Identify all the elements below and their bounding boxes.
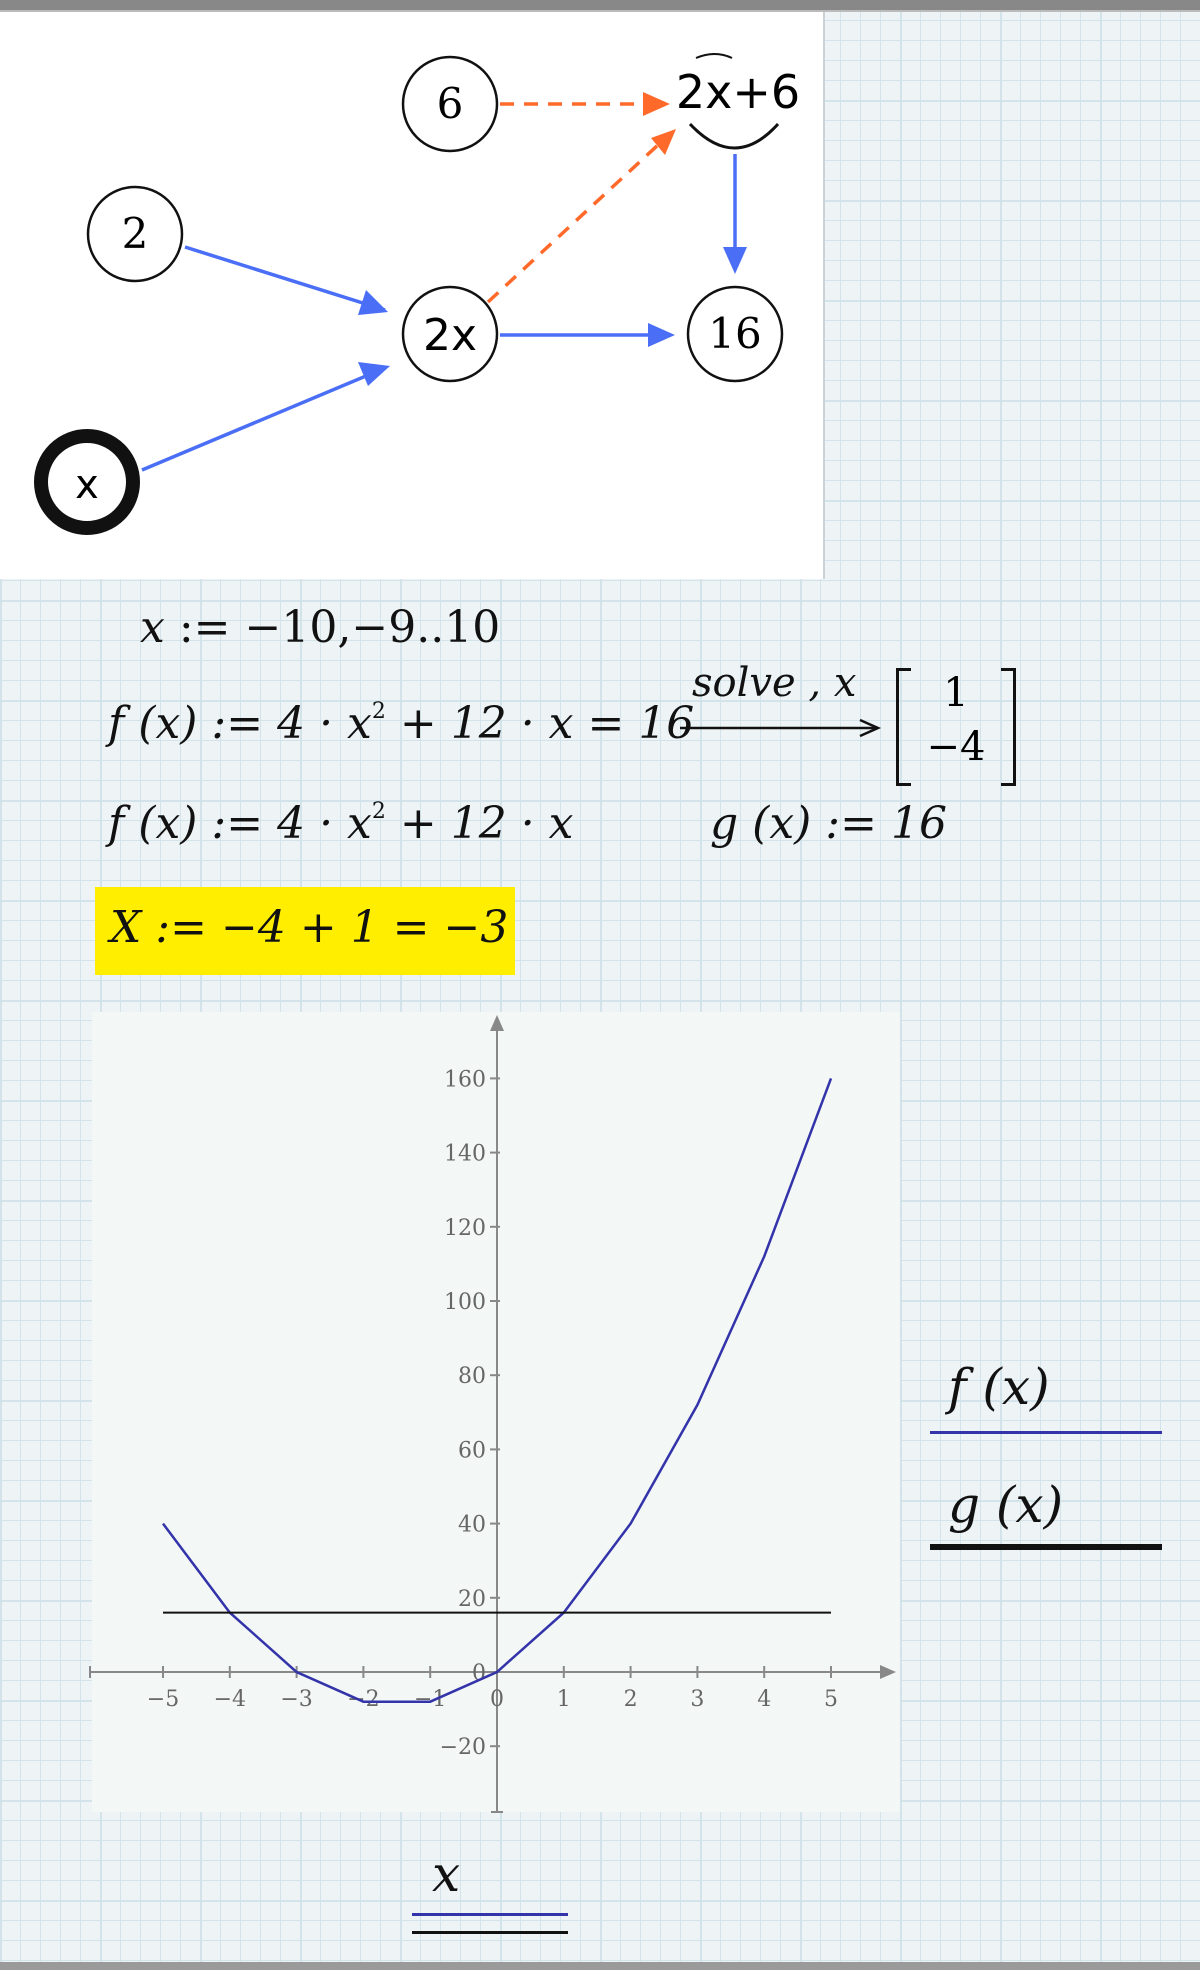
- node-2x-plus-6[interactable]: 2x+6: [676, 53, 800, 150]
- x-tick-label: −2: [347, 1687, 379, 1712]
- legend-g-label: g (x): [948, 1476, 1064, 1534]
- svg-text:2x+6: 2x+6: [676, 65, 800, 119]
- x-tick-label: 1: [557, 1687, 571, 1712]
- legend-f-label: f (x): [948, 1358, 1050, 1416]
- node-2x[interactable]: 2x: [401, 285, 499, 383]
- highlighted-result-region[interactable]: [95, 887, 515, 975]
- y-tick-label: 40: [458, 1513, 486, 1538]
- result-2: −4: [926, 724, 986, 770]
- x-axis-label: x: [432, 1845, 461, 1903]
- window-bottom-bar: [0, 1962, 1200, 1970]
- svg-text:6: 6: [437, 79, 464, 128]
- edge-2-to-2x: [184, 245, 386, 312]
- x-tick-label: −3: [280, 1687, 312, 1712]
- y-tick-label: 80: [458, 1364, 486, 1389]
- legend-g-line: [930, 1544, 1162, 1550]
- x-axis-line-2: [412, 1931, 568, 1934]
- node-x[interactable]: x: [34, 429, 140, 535]
- svg-text:x: x: [75, 462, 99, 508]
- svg-text:2x: 2x: [423, 310, 477, 361]
- y-tick-label: −20: [440, 1735, 486, 1760]
- f-definition[interactable]: f (x) := 4 · x2 + 12 · x: [108, 798, 573, 849]
- solve-equation[interactable]: f (x) := 4 · x2 + 12 · x = 16: [108, 698, 694, 749]
- range-variable: x: [140, 602, 165, 653]
- node-2[interactable]: 2: [86, 185, 184, 283]
- y-tick-label: 20: [458, 1587, 486, 1612]
- diagram-canvas: 6 2 2x 2x+6 16 x: [34, 53, 800, 535]
- solve-result-matrix: 1 −4: [896, 668, 1016, 786]
- solve-lhs: f (x) := 4 · x: [108, 698, 372, 749]
- result-1: 1: [943, 670, 969, 716]
- edge-x-to-2x: [141, 366, 386, 472]
- solve-keyword: solve , x: [692, 660, 857, 706]
- y-axis-arrow: [490, 1015, 504, 1031]
- y-tick-label: 140: [444, 1142, 486, 1167]
- f-def-rhs: + 12 · x: [399, 798, 574, 849]
- svg-text:16: 16: [708, 309, 761, 358]
- window-top-bar: [0, 0, 1200, 12]
- f-def-lhs: f (x) := 4 · x: [108, 798, 372, 849]
- y-tick-label: 60: [458, 1438, 486, 1463]
- range-definition[interactable]: x := −10,−9..10: [140, 602, 500, 653]
- series-f-line: [162, 1077, 833, 1703]
- dependency-diagram: 6 2 2x 2x+6 16 x: [0, 12, 825, 579]
- x-tick-label: −5: [147, 1687, 179, 1712]
- x-tick-label: 4: [757, 1687, 771, 1712]
- y-tick-label: 120: [444, 1216, 486, 1241]
- legend-f-line: [930, 1431, 1162, 1434]
- x-tick-label: 0: [490, 1687, 504, 1712]
- svg-text:2: 2: [122, 209, 149, 258]
- x-tick-label: 2: [624, 1687, 638, 1712]
- y-tick-label: 100: [444, 1290, 486, 1315]
- x-tick-label: 3: [690, 1687, 704, 1712]
- x-axis-arrow: [880, 1665, 896, 1679]
- y-tick-label: 160: [444, 1067, 486, 1092]
- g-definition[interactable]: g (x) := 16: [710, 798, 947, 849]
- solve-arrow: [680, 718, 882, 738]
- assign-operator: :=: [178, 602, 231, 653]
- node-6[interactable]: 6: [401, 55, 499, 153]
- edge-2x-to-2x6: [486, 143, 660, 304]
- highlighted-result[interactable]: X := −4 + 1 = −3: [110, 902, 509, 953]
- range-value: −10,−9..10: [244, 602, 501, 653]
- solve-exponent: 2: [371, 699, 386, 724]
- f-def-exponent: 2: [371, 799, 386, 824]
- x-tick-label: −4: [214, 1687, 246, 1712]
- node-16[interactable]: 16: [686, 285, 784, 383]
- solve-rhs: + 12 · x = 16: [399, 698, 695, 749]
- x-axis-line-1: [412, 1913, 568, 1916]
- x-tick-label: 5: [824, 1687, 838, 1712]
- x-tick-label: −1: [414, 1687, 446, 1712]
